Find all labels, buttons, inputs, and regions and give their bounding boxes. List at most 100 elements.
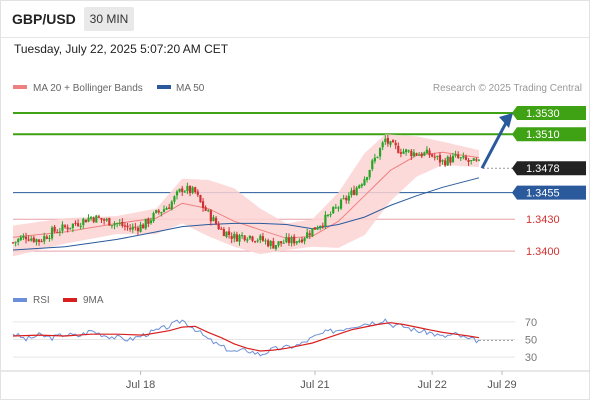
candle-body [194, 187, 197, 193]
candle-body [454, 154, 457, 156]
rsi-tick-label: 30 [525, 352, 537, 364]
candle-body [334, 207, 337, 209]
candle-body [347, 195, 350, 201]
candle-body [136, 227, 140, 232]
candle-body [399, 152, 402, 154]
candle-body [168, 207, 171, 209]
candle-body [337, 207, 340, 209]
candle-body [183, 191, 186, 193]
candle-body [69, 227, 72, 229]
candle-body [433, 156, 436, 158]
candle-body [63, 225, 67, 228]
candle-body [45, 236, 48, 239]
candle-body [425, 149, 429, 154]
candle-body [50, 227, 54, 239]
candle-body [178, 188, 181, 192]
candle-body [87, 217, 90, 222]
candle-body [412, 152, 416, 157]
candle-body [134, 226, 137, 228]
candle-body [321, 225, 324, 227]
candle-body [295, 241, 298, 244]
candle-body [371, 160, 374, 170]
candle-body [131, 226, 134, 230]
candle-body [84, 219, 87, 223]
candle-body [92, 217, 95, 222]
candle-body [285, 237, 288, 243]
candle-body [350, 190, 353, 196]
candle-body [19, 237, 22, 241]
candle-body [97, 216, 101, 218]
candle-body [386, 137, 389, 144]
candle-body [259, 235, 262, 240]
timeframe-button[interactable]: 30 MIN [84, 7, 134, 31]
ma50-legend-label: MA 50 [176, 83, 205, 94]
candle-body [402, 151, 405, 154]
level-label-box [512, 127, 586, 142]
candle-body [188, 185, 192, 194]
candle-body [207, 210, 210, 212]
candle-body [173, 196, 176, 202]
candle-body [306, 232, 309, 239]
candle-body [246, 239, 249, 241]
candle-body [256, 240, 259, 242]
candle-body [14, 241, 17, 243]
candle-body [214, 217, 218, 224]
candle-body [144, 218, 147, 229]
candle-body [37, 239, 41, 242]
candle-body [201, 201, 205, 208]
x-axis-tick-label: Jul 22 [417, 379, 446, 391]
candle-body [444, 160, 447, 166]
candle-body [376, 156, 379, 158]
projection-arrow-head [499, 112, 513, 128]
candle-body [220, 228, 223, 230]
candle-body [293, 236, 296, 244]
candle-body [345, 197, 348, 201]
candle-body [251, 236, 254, 241]
candle-body [319, 225, 322, 229]
candle-body [56, 232, 59, 234]
candle-body [311, 228, 314, 237]
candle-body [152, 213, 155, 222]
candle-body [459, 157, 462, 159]
candle-body [420, 153, 423, 157]
candle-body [139, 224, 142, 232]
candle-body [298, 240, 301, 243]
candle-body [22, 235, 25, 238]
candle-body [162, 209, 166, 212]
candle-body [384, 138, 387, 142]
candle-body [90, 217, 93, 219]
candle-body [170, 201, 173, 210]
x-axis-tick-label: Jul 29 [487, 379, 516, 391]
candle-body [74, 222, 77, 224]
candle-body [76, 223, 80, 226]
candle-body [282, 242, 285, 244]
candle-body [261, 236, 265, 241]
price-plot-area: 1.3530 1.3510 1.3478 1.3455 1.3430 1.3400 [11, 105, 586, 258]
candle-body [142, 224, 145, 229]
candle-body [365, 177, 369, 180]
candle-body [113, 223, 116, 226]
rsi-ma-line [12, 322, 480, 352]
candle-body [61, 224, 64, 231]
candle-body [475, 159, 478, 161]
candle-body [40, 241, 43, 243]
candle-body [204, 207, 207, 211]
candle-body [368, 170, 371, 178]
candle-body [110, 225, 114, 227]
candle-body [405, 149, 408, 153]
candle-body [100, 217, 103, 220]
candle-body [267, 240, 270, 247]
candle-body [287, 237, 291, 243]
candle-body [431, 154, 434, 157]
candle-body [277, 241, 280, 246]
candle-body [326, 214, 330, 216]
candle-body [155, 210, 158, 213]
candle-body [238, 235, 241, 242]
candle-body [129, 228, 132, 230]
candle-body [199, 195, 202, 203]
candle-body [394, 142, 397, 146]
candle-body [248, 235, 252, 239]
ma20-legend-swatch [13, 85, 27, 89]
candle-body [329, 214, 332, 216]
